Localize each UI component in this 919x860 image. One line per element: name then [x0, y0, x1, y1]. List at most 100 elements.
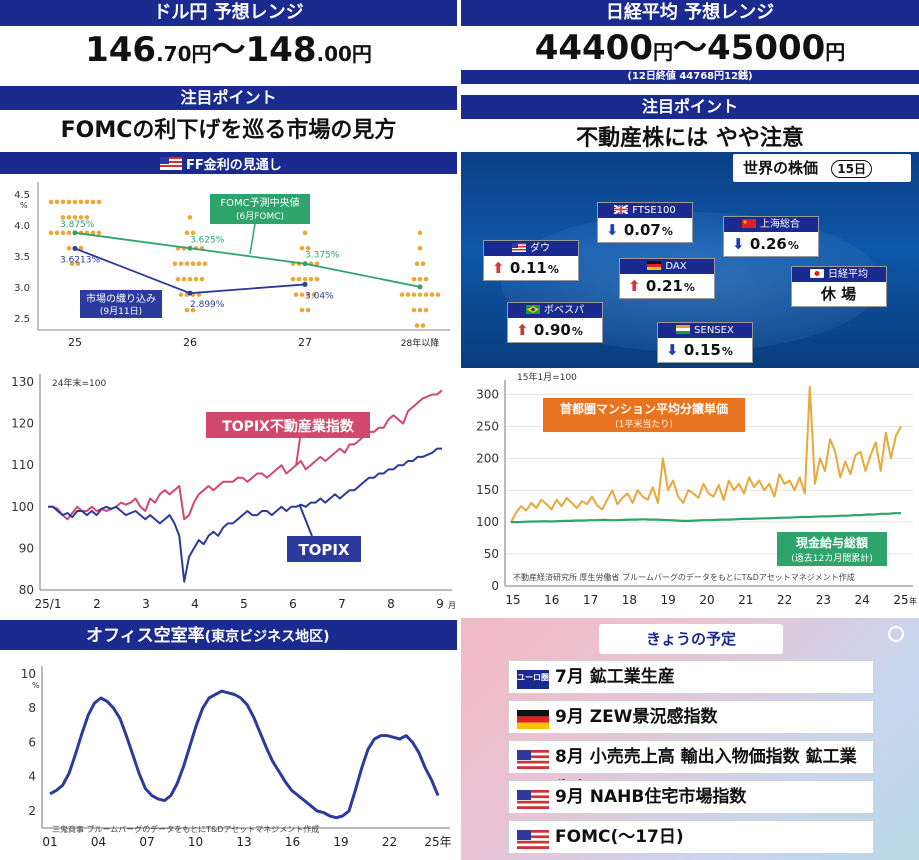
- topix-ytick-label: 80: [19, 583, 34, 597]
- topix-ytick-label: 90: [19, 541, 34, 555]
- ff-dot: [96, 230, 102, 236]
- mansion-chart-panel: 300 250 200 150 100 50 0 15 16 17 18 19 20 21 22 23 24 25…: [461, 368, 919, 616]
- ff-dot: [196, 292, 202, 297]
- ff-dot: [302, 230, 308, 236]
- schedule-panel: きょうの予定: [461, 618, 919, 860]
- fomc-annotation-pointer: [249, 223, 256, 255]
- stock-name: ボベスパ: [543, 305, 585, 316]
- office-ytick-label: 4: [28, 770, 36, 784]
- ff-dot: [420, 261, 426, 267]
- schedule-flag: [517, 748, 549, 769]
- stock-card: 上海総合 ⬇ 0.26%: [723, 216, 819, 257]
- ff-dot: [299, 245, 305, 251]
- mansion-ytick-label: 100: [476, 515, 499, 529]
- topix-label-box: [287, 536, 361, 562]
- stock-card-header: ダウ: [484, 241, 578, 256]
- ff-dot: [417, 307, 423, 313]
- ff-dot: [423, 276, 429, 282]
- mansion-ytick-label: 150: [476, 483, 499, 497]
- stock-card-body: ⬆ 0.90%: [508, 318, 602, 342]
- ff-dot: [78, 199, 84, 205]
- stock-change-unit: %: [721, 345, 733, 358]
- ff-dot: [423, 307, 429, 313]
- stock-change-value: 0.07: [623, 221, 661, 239]
- ff-dot: [290, 276, 296, 282]
- topix-reit-pointer: [295, 437, 301, 467]
- ff-dot: [399, 292, 405, 297]
- fomc-median-line: [74, 231, 421, 288]
- mansion-ytick-label: 200: [476, 451, 499, 465]
- ff-dot: [54, 199, 60, 205]
- ff-chart-panel: FF金利の見通し 4.5 4.0 3.5 3.0 2.5% 25 26 27 28年以降 3.87…: [0, 152, 457, 360]
- topix-chart-panel: 130 120 110 100 90 80 25/1 2 3 4 5 6 7 8 9 月 24年末=100 TOP…: [0, 366, 457, 616]
- market-pricing-point: [72, 246, 78, 252]
- mansion-x-unit: 年: [909, 596, 917, 606]
- office-xtick-label: 01: [42, 835, 57, 849]
- schedule-flag: [517, 708, 549, 729]
- ff-ytick-label: 3.0: [14, 283, 30, 294]
- stock-name: 日経平均: [828, 269, 868, 280]
- topix-label: TOPIX: [298, 541, 350, 559]
- ff-dot: [414, 323, 420, 328]
- ff-dot: [429, 292, 435, 297]
- topix-line: [48, 447, 442, 583]
- arrow-up-icon: ⬆: [516, 321, 529, 339]
- mansion-ytick-label: 250: [476, 419, 499, 433]
- office-ytick-label: 10: [21, 667, 36, 681]
- arrow-up-icon: ⬆: [628, 277, 641, 295]
- stock-change-value: 0.15: [683, 341, 721, 359]
- ff-dot: [417, 292, 423, 297]
- ff-dot: [187, 215, 193, 220]
- stock-change-unit: %: [661, 225, 673, 238]
- de-flag-icon: [647, 261, 662, 270]
- ff-dot: [435, 292, 441, 297]
- market-pricing-line: [74, 247, 306, 295]
- ff-dot: [60, 230, 66, 236]
- ff-dot: [178, 261, 184, 267]
- mansion-xtick-label: 19: [661, 593, 676, 607]
- schedule-item-text: FOMC(～17日): [555, 827, 684, 847]
- us-flag-icon: [517, 790, 549, 809]
- stock-card-header: FTSE100: [598, 203, 692, 218]
- stock-card-body: ⬆ 0.21%: [620, 274, 714, 298]
- stock-card-body: ⬇ 0.26%: [724, 232, 818, 256]
- mansion-xtick-label: 24: [855, 593, 870, 607]
- topix-xtick-label: 8: [387, 597, 395, 611]
- office-ytick-label: 8: [28, 701, 36, 715]
- nikkei-range-panel: 日経平均 予想レンジ 44400円～45000円 (12日終値 44768円12…: [461, 0, 919, 152]
- stock-change-unit: %: [787, 239, 799, 252]
- us-flag-icon: [160, 157, 182, 170]
- market-pricing-point: [187, 290, 193, 296]
- stock-change-value: 0.21: [645, 277, 683, 295]
- mansion-source-note: 不動産経済研究所 厚生労働省 ブルームバーグのデータをもとにT&Dアセットマネジ…: [513, 572, 855, 582]
- ff-rate-chart: FF金利の見通し 4.5 4.0 3.5 3.0 2.5% 25 26 27 28年以降 3.87…: [0, 152, 457, 349]
- ff-dot: [311, 292, 317, 297]
- ff-dot: [90, 199, 96, 205]
- stock-card-body: 休 場: [792, 282, 886, 306]
- schedule-item-text: 7月 鉱工業生産: [555, 667, 675, 687]
- us-flag-icon: [517, 830, 549, 849]
- ff-ytick-label: 2.5: [14, 314, 30, 325]
- stock-card-header: ボベスパ: [508, 303, 602, 318]
- stock-card: DAX ⬆ 0.21%: [619, 258, 715, 299]
- arrow-down-icon: ⬇: [666, 341, 679, 359]
- arrow-up-icon: ⬆: [492, 259, 505, 277]
- ff-xtick-label: 25: [68, 336, 82, 349]
- ff-dot: [417, 245, 423, 251]
- eurozone-label-text: ユーロ圏: [517, 673, 549, 682]
- mansion-ytick-label: 0: [491, 579, 499, 593]
- ff-dot: [405, 292, 411, 297]
- ff-xtick-label: 27: [298, 336, 312, 349]
- topix-ytick-label: 130: [11, 375, 34, 389]
- nikkei-range-title: 日経平均 予想レンジ: [461, 0, 919, 26]
- yen-range-title: ドル円 予想レンジ: [0, 0, 457, 26]
- ff-dot: [199, 276, 205, 282]
- ff-dot: [196, 261, 202, 267]
- office-header-title: オフィス空室率(東京ビジネス地区): [86, 625, 329, 646]
- mansion-xtick-label: 17: [583, 593, 598, 607]
- wage-label-line2: (過去12カ月間累計): [791, 552, 872, 564]
- in-flag-icon: [676, 325, 691, 334]
- ff-dot: [184, 307, 190, 313]
- schedule-item-text: 9月 NAHB住宅市場指数: [555, 787, 747, 807]
- fomc-annotation-line1: FOMC予測中央値: [220, 196, 299, 209]
